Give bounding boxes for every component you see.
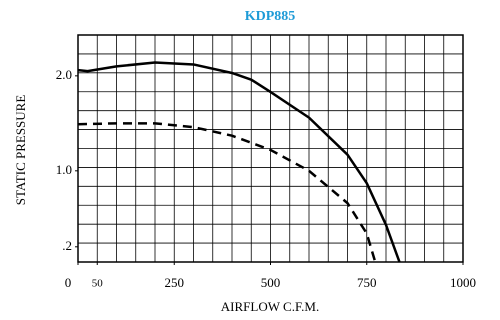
x-tick-label: 50 (92, 278, 104, 290)
x-tick-label: 250 (165, 275, 185, 290)
x-tick-label: 0 (65, 275, 72, 290)
y-axis-label: STATIC PRESSURE (13, 95, 28, 206)
chart-title: KDP885 (245, 9, 296, 24)
x-axis-label: AIRFLOW C.F.M. (221, 299, 319, 314)
x-tick-label: 500 (261, 275, 281, 290)
curve (77, 122, 377, 263)
curve (77, 61, 401, 263)
x-tick-label: 750 (357, 275, 377, 290)
x-tick-label: 1000 (450, 275, 476, 290)
y-tick-label: 2.0 (56, 67, 72, 82)
y-tick-label: .2 (62, 238, 72, 253)
y-tick-label: 1.0 (56, 162, 72, 177)
